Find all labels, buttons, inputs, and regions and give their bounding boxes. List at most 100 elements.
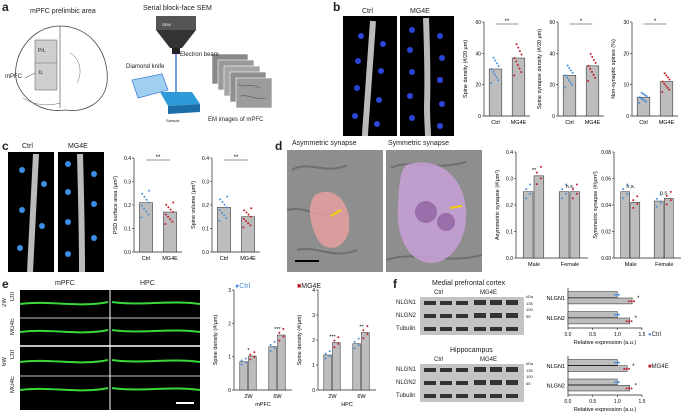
y-axis-label: Symmetric synapse (#/μm²) — [593, 171, 599, 239]
data-point — [636, 195, 639, 198]
significance-label: * — [635, 316, 638, 322]
significance-label: ** — [234, 155, 239, 161]
data-point — [353, 340, 356, 343]
y-tick-label: 0.4 — [202, 156, 209, 162]
x-tick-label: 2W — [244, 394, 253, 400]
y-tick-label: 0.2 — [124, 203, 131, 209]
data-point — [626, 183, 629, 186]
y-tick-label: 0.1 — [124, 227, 131, 233]
f-mpfc-row-nlgn2: NLGN2 — [396, 313, 417, 319]
x-tick-label: Male — [528, 262, 540, 268]
y-tick-label: 0 — [626, 114, 629, 120]
data-point — [666, 86, 669, 89]
y-tick-label: 0.2 — [202, 203, 209, 209]
y-tick-label: 0.0 — [506, 256, 513, 262]
x-tick-label: MG4E — [585, 120, 601, 126]
data-point — [615, 381, 618, 384]
data-point — [617, 381, 620, 384]
data-point — [333, 346, 336, 349]
data-point — [622, 188, 625, 191]
data-point — [269, 343, 272, 346]
data-point — [282, 327, 285, 330]
data-point — [625, 387, 628, 390]
data-point — [666, 76, 669, 79]
f-mpfc-mg4e-group: MG4E — [480, 290, 498, 296]
data-point — [590, 70, 593, 73]
y-tick-label: 3 — [312, 313, 315, 319]
data-point — [539, 165, 542, 168]
data-point — [655, 205, 658, 208]
data-point — [143, 195, 146, 198]
panel-label-d: d — [275, 139, 283, 153]
y-tick-label: 0.4 — [506, 150, 513, 156]
data-point — [242, 217, 245, 220]
x-tick-label: 1.0 — [614, 399, 621, 405]
data-point — [587, 79, 590, 82]
data-point — [641, 98, 644, 101]
data-point — [636, 203, 639, 206]
data-point — [569, 81, 572, 84]
e-fluorescence-grid — [20, 290, 200, 410]
y-tick-label: 0.3 — [506, 177, 513, 183]
bar — [585, 65, 600, 117]
data-point — [226, 195, 229, 198]
bar — [163, 211, 177, 253]
data-point — [571, 197, 574, 200]
data-point — [145, 198, 148, 201]
data-point — [665, 203, 668, 206]
data-point — [244, 361, 247, 364]
bar — [569, 191, 581, 259]
data-point — [278, 331, 281, 334]
data-point — [668, 88, 671, 91]
y-tick-label: 1 — [228, 355, 231, 361]
data-point — [615, 361, 618, 364]
y-tick-label: 60 — [549, 20, 555, 26]
sample-label: Sample — [166, 118, 180, 123]
significance-label: ** — [532, 168, 537, 174]
e-age-2w: 2W — [2, 298, 8, 307]
data-point — [492, 56, 495, 59]
bar — [332, 342, 341, 391]
data-point — [664, 84, 667, 87]
f-mpfc-kda: kDa 135 100 55 — [526, 294, 534, 319]
panel-label-c: c — [2, 139, 9, 153]
chart-d1-asymmetric: 0.0 0.1 0.2 0.3 0.4 Asymmetric synapse (#/μm²… — [495, 150, 588, 268]
f-mpfc-blot — [420, 297, 524, 335]
significance-label: * — [635, 383, 638, 389]
data-point — [250, 207, 253, 210]
x-tick-label: 1.5 — [639, 332, 646, 338]
e-age-6w: 6W — [2, 357, 8, 366]
x-axis-label: Relative expression (a.u.) — [574, 407, 637, 413]
c-mg4e-dendrite-image — [58, 152, 104, 272]
data-point — [663, 82, 666, 85]
y-axis-label: PSD surface area (μm²) — [113, 176, 119, 234]
data-point — [661, 80, 664, 83]
data-point — [247, 222, 250, 225]
f-hpc-row-nlgn1: NLGN1 — [396, 367, 417, 373]
x-tick-label: 0.5 — [589, 332, 596, 338]
f-hpc-mg4e-group: MG4E — [480, 357, 498, 363]
asymmetric-em-image — [287, 150, 383, 272]
data-point — [529, 183, 532, 186]
data-point — [640, 91, 643, 94]
data-point — [520, 53, 523, 56]
significance-label: * — [247, 348, 250, 354]
data-point — [225, 217, 228, 220]
data-point — [525, 188, 528, 191]
data-point — [613, 361, 616, 364]
f-legend-mg4e: ■MG4E — [648, 364, 669, 370]
x-tick-label: 6W — [357, 394, 366, 400]
data-point — [253, 356, 256, 359]
data-point — [143, 207, 145, 210]
data-point — [561, 197, 564, 200]
data-point — [223, 214, 226, 217]
significance-label: *** — [329, 335, 336, 341]
y-tick-label: 3 — [228, 288, 231, 294]
data-point — [273, 340, 276, 343]
x-tick-label: 1.5 — [639, 399, 646, 405]
data-point — [249, 224, 252, 227]
data-point — [535, 183, 538, 186]
data-point — [337, 336, 340, 339]
data-point — [324, 352, 327, 355]
